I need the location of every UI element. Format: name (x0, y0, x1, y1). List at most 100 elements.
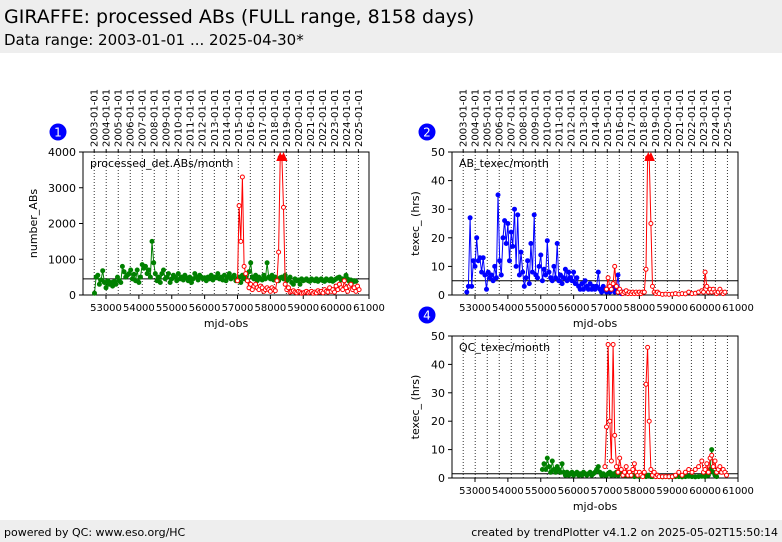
y-tick-label: 10 (431, 444, 445, 457)
x-tick-label: 59000 (287, 303, 319, 314)
data-point (631, 461, 637, 467)
data-point (682, 469, 688, 475)
data-point (103, 285, 109, 291)
x-tick-label: 61000 (722, 303, 754, 314)
x-tick-label: 61000 (722, 486, 754, 497)
data-point (507, 258, 512, 264)
date-tick-label: 2022-01-01 (318, 89, 329, 147)
date-tick-label: 2018-01-01 (639, 89, 650, 147)
data-point (543, 272, 549, 278)
plot-legend-text: QC_texec/month (459, 341, 550, 354)
data-point (119, 263, 125, 269)
date-tick-label: 2025-01-01 (354, 89, 365, 147)
x-tick-label: 54000 (123, 303, 155, 314)
date-tick-label: 2020-01-01 (663, 89, 674, 147)
data-point (710, 464, 716, 470)
date-tick-label: 2012-01-01 (567, 89, 578, 147)
data-point (558, 272, 563, 278)
data-point (605, 275, 611, 281)
data-point (702, 269, 708, 275)
data-point (595, 464, 601, 470)
page-title: GIRAFFE: processed ABs (FULL range, 8158… (4, 6, 475, 28)
date-tick-label: 2022-01-01 (687, 89, 698, 147)
data-point (641, 289, 647, 295)
footer: powered by QC: www.eso.org/HC created by… (0, 520, 782, 542)
y-tick-label: 40 (431, 358, 445, 371)
data-point (241, 263, 247, 269)
y-tick-label: 1000 (48, 253, 76, 266)
data-point (704, 461, 710, 467)
data-point (643, 266, 649, 272)
data-point (679, 472, 685, 478)
data-point (645, 344, 651, 350)
data-point (561, 275, 567, 281)
data-point (503, 241, 509, 246)
x-tick-label: 55000 (525, 486, 557, 497)
x-tick-label: 60000 (689, 303, 721, 314)
data-point (523, 275, 529, 281)
data-point (156, 274, 162, 280)
data-point (709, 452, 715, 458)
y-axis-label: number_ABs (27, 189, 40, 259)
data-point (195, 277, 201, 283)
x-tick-label: 58000 (623, 303, 655, 314)
y-tick-label: 30 (431, 203, 445, 216)
data-point (152, 271, 158, 277)
data-point (714, 474, 720, 480)
data-point (599, 289, 605, 295)
data-point (673, 472, 678, 478)
data-point (248, 260, 254, 266)
data-point (512, 206, 517, 212)
data-point (345, 288, 351, 294)
data-point (612, 263, 618, 269)
date-tick-label: 2016-01-01 (246, 89, 257, 147)
date-tick-label: 2014-01-01 (591, 89, 602, 147)
data-point (543, 467, 549, 472)
page-subtitle: Data range: 2003-01-01 ... 2025-04-30* (4, 31, 304, 49)
date-tick-label: 2012-01-01 (198, 89, 209, 147)
data-point (582, 278, 588, 284)
data-point (479, 269, 485, 275)
x-tick-label: 60000 (689, 486, 721, 497)
x-tick-label: 56000 (189, 303, 221, 314)
data-point (579, 281, 585, 287)
data-point (613, 464, 619, 470)
data-point (643, 381, 649, 387)
date-tick-label: 2019-01-01 (651, 89, 662, 147)
plot-badge (49, 123, 67, 141)
date-tick-label: 2010-01-01 (174, 89, 185, 147)
data-point (161, 267, 166, 273)
x-tick-label: 55000 (156, 303, 188, 314)
data-point (521, 283, 527, 289)
x-tick-label: 56000 (558, 486, 590, 497)
data-point (143, 263, 148, 269)
data-point (508, 229, 514, 235)
data-point (574, 275, 580, 281)
data-point (474, 235, 480, 241)
data-point (113, 281, 119, 287)
date-tick-label: 2005-01-01 (114, 89, 125, 147)
date-tick-label: 2009-01-01 (162, 89, 173, 147)
data-point (464, 289, 470, 295)
plot-badge-label: 4 (423, 309, 431, 323)
plot-badge (418, 123, 436, 141)
data-point (617, 455, 623, 461)
data-point (149, 238, 155, 244)
date-tick-label: 2025-01-01 (723, 89, 734, 147)
data-point (290, 281, 296, 287)
data-point (92, 290, 97, 296)
data-point (553, 469, 559, 475)
data-point (500, 235, 506, 241)
date-tick-label: 2008-01-01 (519, 89, 530, 147)
data-point (272, 288, 278, 294)
data-point (341, 278, 347, 284)
x-tick-label: 55000 (525, 303, 557, 314)
data-point (146, 267, 152, 273)
date-tick-label: 2011-01-01 (555, 89, 566, 147)
data-point (546, 464, 552, 470)
data-point (518, 249, 524, 255)
date-tick-label: 2014-01-01 (222, 89, 233, 147)
data-point (536, 263, 542, 269)
data-point (236, 203, 242, 209)
y-axis-label: texec_ (hrs) (409, 375, 422, 440)
